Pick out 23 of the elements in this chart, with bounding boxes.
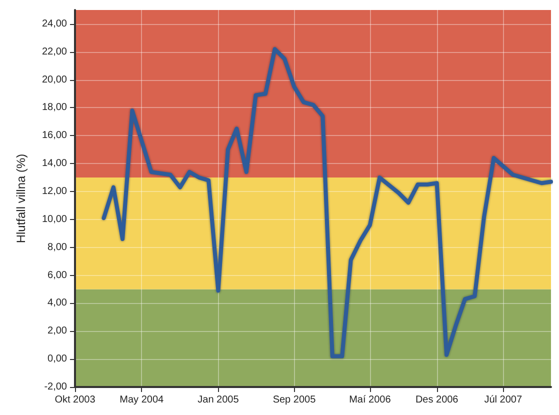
x-tick-label: Okt 2003 xyxy=(54,394,96,406)
y-tick-label: -2,00 xyxy=(44,382,68,392)
y-tick-label: 4,00 xyxy=(48,298,68,309)
line-series xyxy=(102,47,553,358)
x-tick-label: Júl 2007 xyxy=(484,394,522,406)
y-tick-label: 0,00 xyxy=(48,354,68,365)
y-tick-label: 24,00 xyxy=(42,18,68,30)
y-axis-title: Hlutfall villna (%) xyxy=(14,154,28,244)
y-tick-label: 20,00 xyxy=(42,74,68,86)
x-tick-label: Jan 2005 xyxy=(198,394,240,406)
y-tick-label: 16,00 xyxy=(42,130,68,142)
y-tick-label: 18,00 xyxy=(42,102,68,114)
y-tick-label: 6,00 xyxy=(48,270,68,281)
x-tick-label: Maí 2006 xyxy=(349,394,392,406)
y-tick-label: 12,00 xyxy=(42,186,68,198)
y-tick-label: 14,00 xyxy=(42,158,68,170)
x-tick-label: May 2004 xyxy=(120,394,164,406)
y-tick-label: 22,00 xyxy=(42,46,68,58)
x-tick-label: Sep 2005 xyxy=(272,394,316,406)
y-tick-label: 10,00 xyxy=(42,214,68,225)
x-tick-label: Des 2006 xyxy=(415,394,459,406)
y-tick-label: 2,00 xyxy=(48,326,68,337)
y-tick-label: 8,00 xyxy=(48,242,68,253)
